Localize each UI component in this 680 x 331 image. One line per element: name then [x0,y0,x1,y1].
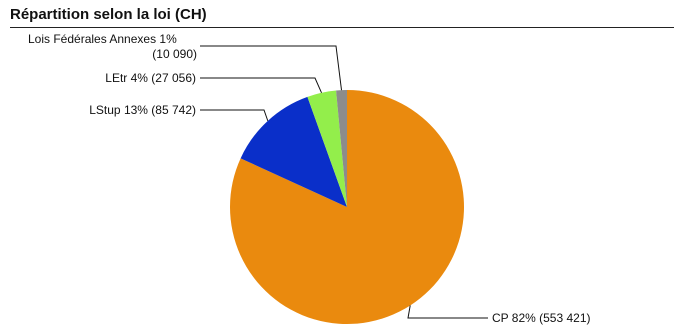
pie-slices [230,90,464,324]
chart-title: Répartition selon la loi (CH) [10,6,207,23]
slice-label-lstup: LStup 13% (85 742) [89,103,196,117]
pie-slice-letr [307,90,347,207]
slice-label-letr: LEtr 4% (27 056) [105,71,196,85]
leader-line-cp [407,305,488,319]
title-divider [10,27,674,28]
slice-label-cp: CP 82% (553 421) [492,311,591,325]
slice-label-lois-federales-annexes-line2: (10 090) [152,47,197,61]
leader-line-lstup [200,109,269,122]
leader-lines [200,45,488,319]
pie-slice-lstup [240,96,347,207]
slice-label-lois-federales-annexes-line1: Lois Fédérales Annexes 1% [28,32,177,46]
leader-line-lois-federales-annexes [200,45,343,91]
pie-slice-lois-federales-annexes [336,90,347,207]
leader-line-letr [200,77,322,94]
